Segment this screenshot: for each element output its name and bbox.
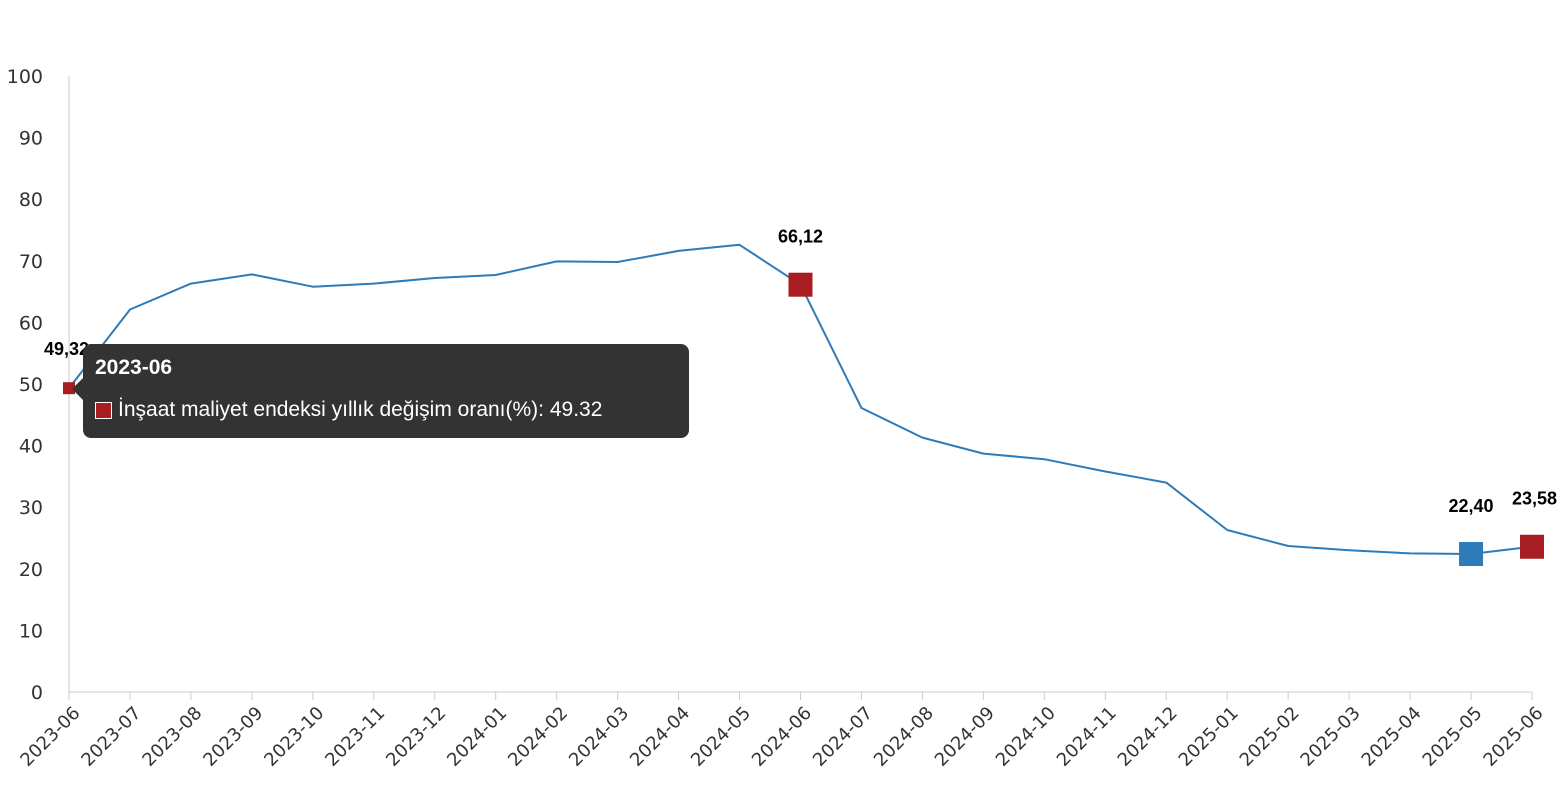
x-tick-label: 2024-04 [626, 703, 694, 771]
highlight-marker[interactable] [788, 272, 813, 297]
tooltip-value: 49.32 [549, 398, 603, 421]
y-tick-label: 100 [7, 66, 43, 88]
x-tick-label: 2024-02 [504, 703, 572, 771]
x-tick-label: 2024-05 [687, 703, 755, 771]
data-labels: 49,32 66,12 22,40 23,58 [44, 227, 1557, 516]
highlight-marker[interactable] [1520, 534, 1544, 559]
y-tick-label: 90 [19, 128, 43, 150]
x-tick-label: 2025-01 [1175, 703, 1243, 771]
highlight-markers [63, 272, 1544, 567]
y-tick-label: 20 [19, 559, 43, 581]
x-tick-label: 2024-10 [992, 703, 1060, 771]
x-tick-label: 2024-06 [748, 703, 816, 771]
y-tick-label: 0 [31, 682, 43, 704]
data-label: 23,58 [1512, 489, 1557, 509]
y-tick-label: 80 [19, 189, 43, 211]
x-tick-label: 2023-06 [16, 703, 84, 771]
y-axis-ticks: 0 10 20 30 40 50 60 70 80 90 100 [7, 66, 43, 704]
x-tick-label: 2025-06 [1479, 703, 1547, 771]
x-tick-label: 2024-03 [565, 703, 633, 771]
x-tick-label: 2023-11 [321, 703, 389, 771]
y-tick-label: 60 [19, 312, 43, 334]
x-tick-label: 2024-11 [1053, 703, 1121, 771]
x-tick-label: 2023-12 [382, 703, 450, 771]
data-label: 22,40 [1449, 496, 1494, 516]
x-tick-label: 2023-08 [138, 703, 206, 771]
x-tick-label: 2023-10 [260, 703, 328, 771]
x-tick-label: 2025-02 [1236, 703, 1304, 771]
y-tick-label: 50 [19, 374, 43, 396]
tooltip-swatch [95, 401, 112, 419]
y-tick-label: 10 [19, 620, 43, 642]
highlight-marker[interactable] [1459, 542, 1484, 567]
tooltip: 2023-06 İnşaat maliyet endeksi yıllık de… [72, 344, 689, 438]
x-tick-label: 2024-08 [870, 703, 938, 771]
tooltip-pointer [72, 378, 83, 400]
x-axis-ticks: 2023-062023-072023-082023-092023-102023-… [16, 692, 1548, 771]
x-tick-label: 2024-07 [809, 703, 877, 771]
tooltip-separator: : [538, 398, 550, 421]
tooltip-series-label: İnşaat maliyet endeksi yıllık değişim or… [118, 398, 539, 421]
x-tick-label: 2024-09 [931, 703, 999, 771]
y-tick-label: 70 [19, 251, 43, 273]
y-tick-label: 30 [19, 497, 43, 519]
tooltip-title: 2023-06 [95, 356, 173, 379]
y-tick-label: 40 [19, 436, 43, 458]
x-tick-label: 2025-04 [1358, 703, 1426, 771]
x-tick-label: 2024-12 [1114, 703, 1182, 771]
tooltip-series-row: İnşaat maliyet endeksi yıllık değişim or… [95, 398, 602, 422]
x-tick-label: 2023-09 [199, 703, 267, 771]
data-label: 49,32 [44, 339, 89, 359]
x-tick-label: 2025-03 [1297, 703, 1365, 771]
x-tick-label: 2024-01 [443, 703, 511, 771]
data-label: 66,12 [778, 227, 823, 247]
x-tick-label: 2025-05 [1419, 703, 1487, 771]
x-tick-label: 2023-07 [77, 703, 145, 771]
